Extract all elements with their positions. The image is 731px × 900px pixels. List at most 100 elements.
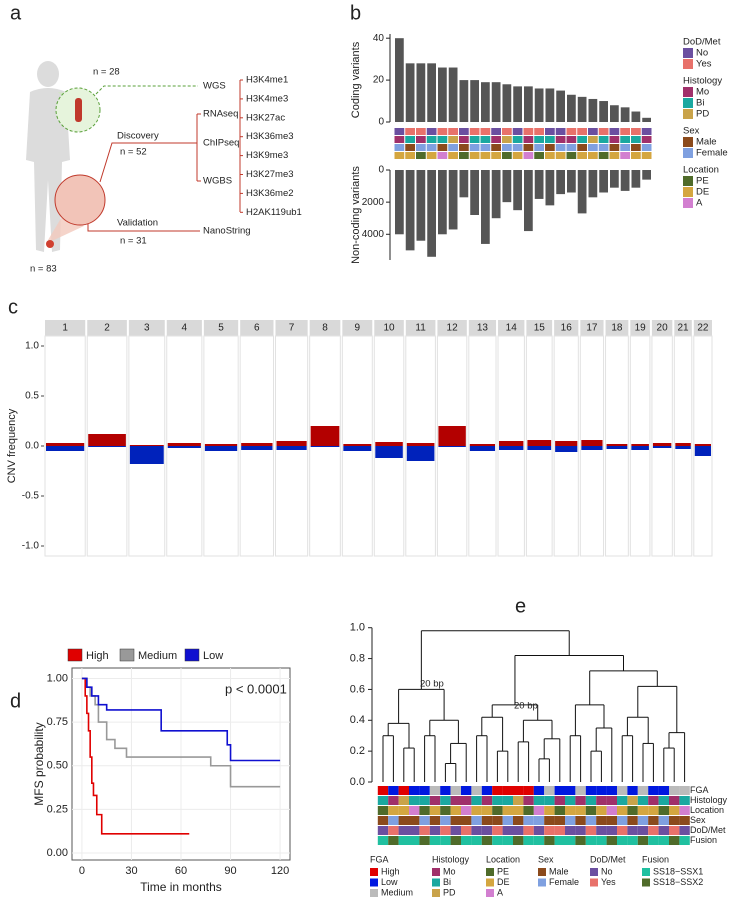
- annotation-tile: [416, 128, 426, 135]
- annotation-tile: [440, 836, 451, 845]
- annotation-tile: [481, 836, 493, 845]
- annotation-tile: [679, 806, 690, 815]
- bar: [481, 170, 490, 244]
- strip: [405, 320, 436, 336]
- tube-icon: [75, 98, 82, 122]
- strip-label: 18: [611, 323, 623, 334]
- annotation-tile: [627, 836, 638, 845]
- cnv-bar: [652, 443, 672, 446]
- histone-mark: H3K27ac: [246, 112, 285, 123]
- y-tick-label: 0: [378, 165, 384, 176]
- assay: NanoString: [203, 226, 251, 237]
- bar: [459, 170, 469, 198]
- y-tick-label: 4000: [362, 229, 385, 240]
- annotation-tile: [461, 806, 472, 815]
- cnv-bar: [694, 444, 711, 446]
- legend-swatch: [683, 137, 693, 147]
- bar: [395, 170, 404, 235]
- histone-mark: H3K4me3: [246, 93, 288, 104]
- annotation-tile: [648, 806, 659, 815]
- cnv-bar: [527, 446, 552, 450]
- bar: [642, 117, 651, 122]
- cnv-bar: [469, 446, 496, 451]
- strip: [693, 320, 712, 336]
- legend-title: Location: [486, 854, 520, 864]
- y-tick-label: 0.50: [47, 760, 68, 772]
- annotation-tile: [409, 796, 420, 805]
- annotation-tile: [533, 806, 545, 815]
- annotation-tile: [471, 826, 482, 835]
- x-tick-label: 90: [224, 865, 236, 877]
- annotation-tile: [492, 786, 503, 795]
- x-tick-label: 30: [125, 865, 137, 877]
- annotation-tile: [596, 816, 607, 825]
- annotation-tile: [469, 128, 480, 135]
- legend-label: Mo: [443, 866, 456, 876]
- strip-label: 7: [289, 323, 295, 334]
- annotation-tile: [440, 796, 451, 805]
- annotation-tile: [469, 144, 480, 151]
- strip: [674, 320, 692, 336]
- annotation-tile: [481, 796, 493, 805]
- cnv-bar: [241, 446, 273, 450]
- annotation-tile: [575, 826, 586, 835]
- y-tick-label: 0.00: [47, 847, 68, 859]
- legend-swatch: [683, 148, 693, 158]
- bar: [405, 170, 415, 251]
- bar: [405, 63, 415, 122]
- annotation-tile: [419, 826, 430, 835]
- annotation-tile: [480, 128, 491, 135]
- legend-swatch: [370, 889, 378, 897]
- annotation-tile: [437, 136, 448, 143]
- annotation-tile: [596, 796, 607, 805]
- panel-label: b: [350, 2, 361, 24]
- annotation-tile: [637, 786, 649, 795]
- legend-label: PD: [696, 109, 709, 120]
- legend-label: Low: [203, 650, 223, 662]
- annotation-tile: [596, 836, 607, 845]
- annotation-tile: [566, 128, 577, 135]
- bar: [588, 98, 598, 122]
- annotation-tile: [669, 786, 680, 795]
- annotation-tile: [637, 806, 649, 815]
- annotation-tile: [565, 816, 576, 825]
- annotation-tile: [523, 144, 534, 151]
- y-tick-label: 1.0: [350, 622, 365, 634]
- strip-label: 12: [447, 323, 459, 334]
- y-tick-label: 0.2: [350, 745, 365, 757]
- annotation-tile: [426, 136, 437, 143]
- annotation-tile: [502, 796, 513, 805]
- cnv-bar: [499, 446, 524, 450]
- annotation-tile: [461, 786, 472, 795]
- strip: [580, 320, 604, 336]
- annotation-tile: [606, 806, 617, 815]
- annotation: 20 bp: [514, 701, 538, 712]
- annotation-tile: [437, 128, 448, 135]
- y-tick-label: 0.5: [25, 391, 39, 402]
- strip: [630, 320, 650, 336]
- annotation-tile: [533, 786, 545, 795]
- annotation-tile: [554, 786, 565, 795]
- strip: [309, 320, 341, 336]
- annotation-tile: [377, 786, 389, 795]
- annotation-tile: [429, 836, 441, 845]
- legend-swatch: [119, 648, 135, 662]
- legend-swatch: [538, 868, 546, 876]
- annotation-tile: [388, 826, 399, 835]
- annotation-tile: [598, 152, 609, 159]
- annotation-tile: [409, 816, 420, 825]
- annotation-tile: [450, 836, 461, 845]
- annotation-tile: [617, 826, 628, 835]
- bar: [556, 90, 565, 122]
- annotation-tile: [637, 826, 649, 835]
- legend-swatch: [590, 878, 598, 887]
- annotation-tile: [419, 816, 430, 825]
- strip: [342, 320, 373, 336]
- y-tick-label: -0.5: [22, 491, 40, 502]
- annotation-tile: [658, 836, 669, 845]
- annotation-tile: [669, 836, 680, 845]
- annotation-tile: [513, 806, 524, 815]
- annotation-tile: [565, 796, 576, 805]
- annotation-tile: [631, 128, 641, 135]
- legend-swatch: [432, 878, 440, 887]
